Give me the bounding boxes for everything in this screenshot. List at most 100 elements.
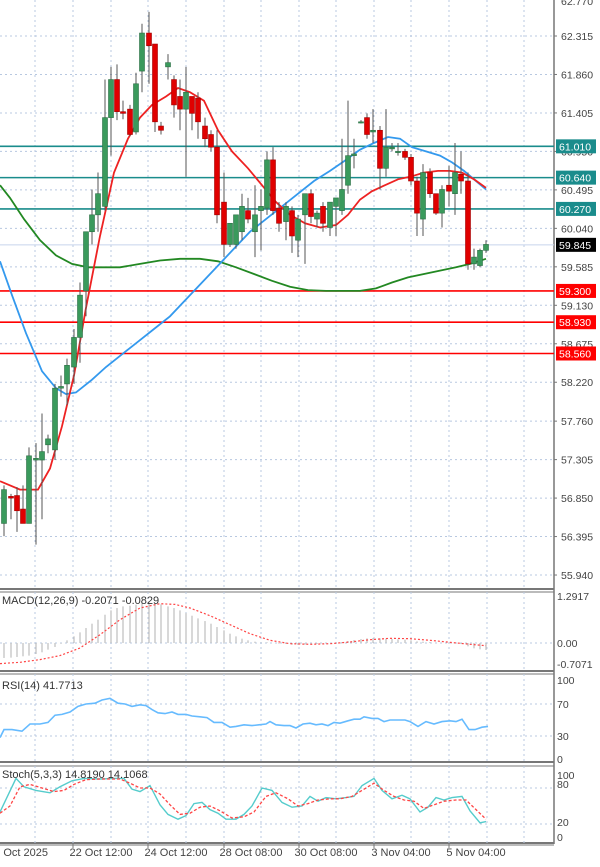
candle[interactable] [177,79,183,131]
candle[interactable] [152,43,158,132]
candle[interactable] [327,201,333,236]
candle[interactable] [452,142,458,215]
time-axis[interactable]: 20 Oct 2025 22 Oct 12:00 24 Oct 12:00 28 Oc… [0,844,506,859]
candle[interactable] [189,96,195,131]
time-label: 5 Nov 04:00 [446,847,505,859]
bearish-candle-body [414,180,420,214]
resistance-level-badge[interactable]: 60.640 [556,170,596,185]
candle[interactable] [89,189,95,245]
candle[interactable] [1,485,7,537]
candle[interactable] [358,120,364,124]
candle[interactable] [439,185,445,228]
candle[interactable] [483,240,489,253]
candle[interactable] [420,164,426,236]
candle[interactable] [14,487,20,532]
candle[interactable] [239,193,245,241]
price-tick-label: 57.305 [561,455,593,467]
candle[interactable] [114,64,120,121]
candle[interactable] [33,443,39,545]
candle[interactable] [139,23,145,93]
candle[interactable] [214,130,220,224]
candle[interactable] [314,210,320,228]
support-level-badge[interactable]: 58.560 [556,346,596,361]
candle[interactable] [427,168,433,198]
candle[interactable] [308,189,314,224]
candle[interactable] [295,214,301,258]
macd-signal-line [0,603,487,665]
candle[interactable] [221,172,227,258]
candle[interactable] [95,172,101,232]
candle[interactable] [465,172,471,270]
candle[interactable] [146,11,152,84]
candle[interactable] [377,126,383,190]
price-axis-top-label: 62.770 [561,0,593,8]
candle[interactable] [258,189,264,251]
candle[interactable] [477,248,483,268]
candle[interactable] [52,383,58,461]
candle[interactable] [39,413,45,520]
candle[interactable] [102,79,108,211]
support-level-badge[interactable]: 58.930 [556,315,596,330]
candle[interactable] [270,147,276,215]
candle[interactable] [71,328,77,384]
candle[interactable] [264,151,270,215]
candle[interactable] [108,66,114,156]
candle[interactable] [364,113,370,139]
candle[interactable] [402,148,408,160]
horizontal-levels[interactable] [0,145,554,355]
resistance-level-badge[interactable]: 61.010 [556,139,596,154]
candle[interactable] [395,142,401,156]
candle[interactable] [289,206,295,253]
candle[interactable] [252,185,258,258]
candle[interactable] [320,202,326,232]
candle[interactable] [245,197,251,224]
candle[interactable] [127,104,133,137]
candle[interactable] [195,92,201,139]
candle[interactable] [83,231,89,317]
bullish-candle-body [108,79,114,118]
rsi-line [0,697,489,738]
candle[interactable] [471,248,477,270]
candlesticks[interactable] [1,11,489,545]
candle[interactable] [120,100,126,120]
support-level-badge[interactable]: 59.300 [556,283,596,298]
candle[interactable] [171,75,177,118]
candle[interactable] [283,202,289,241]
candle[interactable] [345,100,351,194]
candle[interactable] [20,485,26,524]
candle[interactable] [414,176,420,236]
candle[interactable] [339,138,345,215]
bullish-candle-body [383,146,389,169]
candle[interactable] [302,193,308,264]
resistance-level-badge[interactable]: 60.270 [556,201,596,216]
candle[interactable] [58,375,64,397]
candle[interactable] [389,142,395,152]
candle[interactable] [158,121,164,135]
candle[interactable] [233,214,239,249]
candle[interactable] [370,109,376,143]
candle[interactable] [208,130,214,152]
candle[interactable] [408,153,414,186]
candle[interactable] [276,202,282,232]
candle[interactable] [202,117,208,148]
candle[interactable] [8,493,14,520]
candle[interactable] [77,282,83,363]
candle[interactable] [165,54,171,80]
candle[interactable] [64,358,70,406]
candle[interactable] [45,434,51,454]
candle[interactable] [458,151,464,194]
candle[interactable] [333,197,339,236]
candle[interactable] [383,109,389,177]
candle[interactable] [133,72,139,135]
candle[interactable] [26,447,32,524]
current-price-bg [556,237,596,252]
candle[interactable] [227,222,233,247]
candle[interactable] [446,165,452,207]
bullish-candle-body [351,153,357,156]
price-axis[interactable]: 62.31561.86061.40560.95060.49560.04059.5… [554,31,596,844]
candle[interactable] [433,193,439,215]
candle[interactable] [183,66,189,177]
candle[interactable] [351,138,357,169]
